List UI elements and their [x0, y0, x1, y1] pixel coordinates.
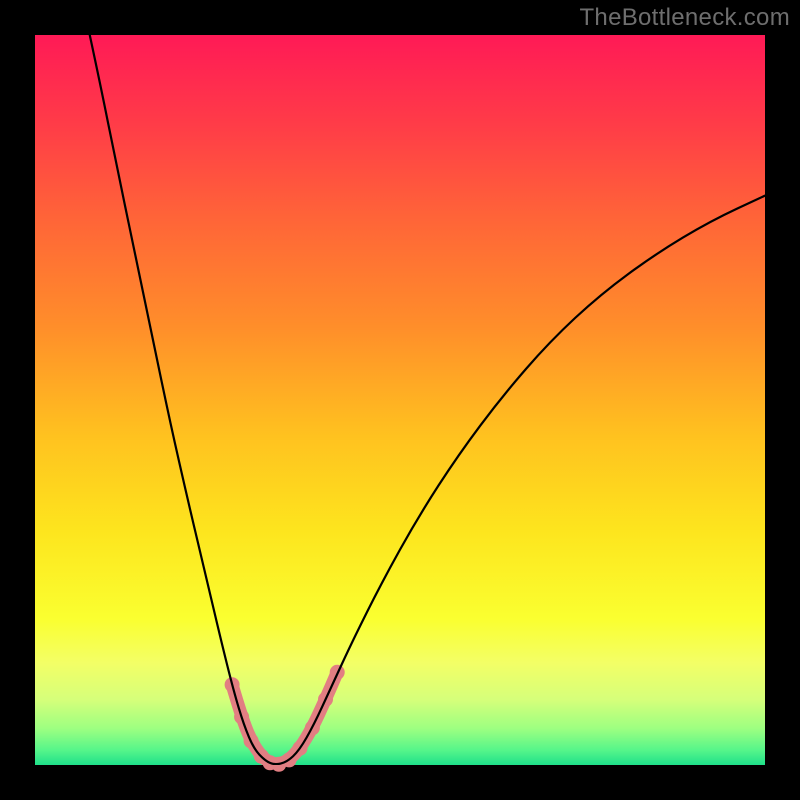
plot-background — [35, 35, 765, 765]
chart-container: TheBottleneck.com — [0, 0, 800, 800]
watermark-text: TheBottleneck.com — [579, 4, 790, 32]
bottleneck-chart — [0, 0, 800, 800]
